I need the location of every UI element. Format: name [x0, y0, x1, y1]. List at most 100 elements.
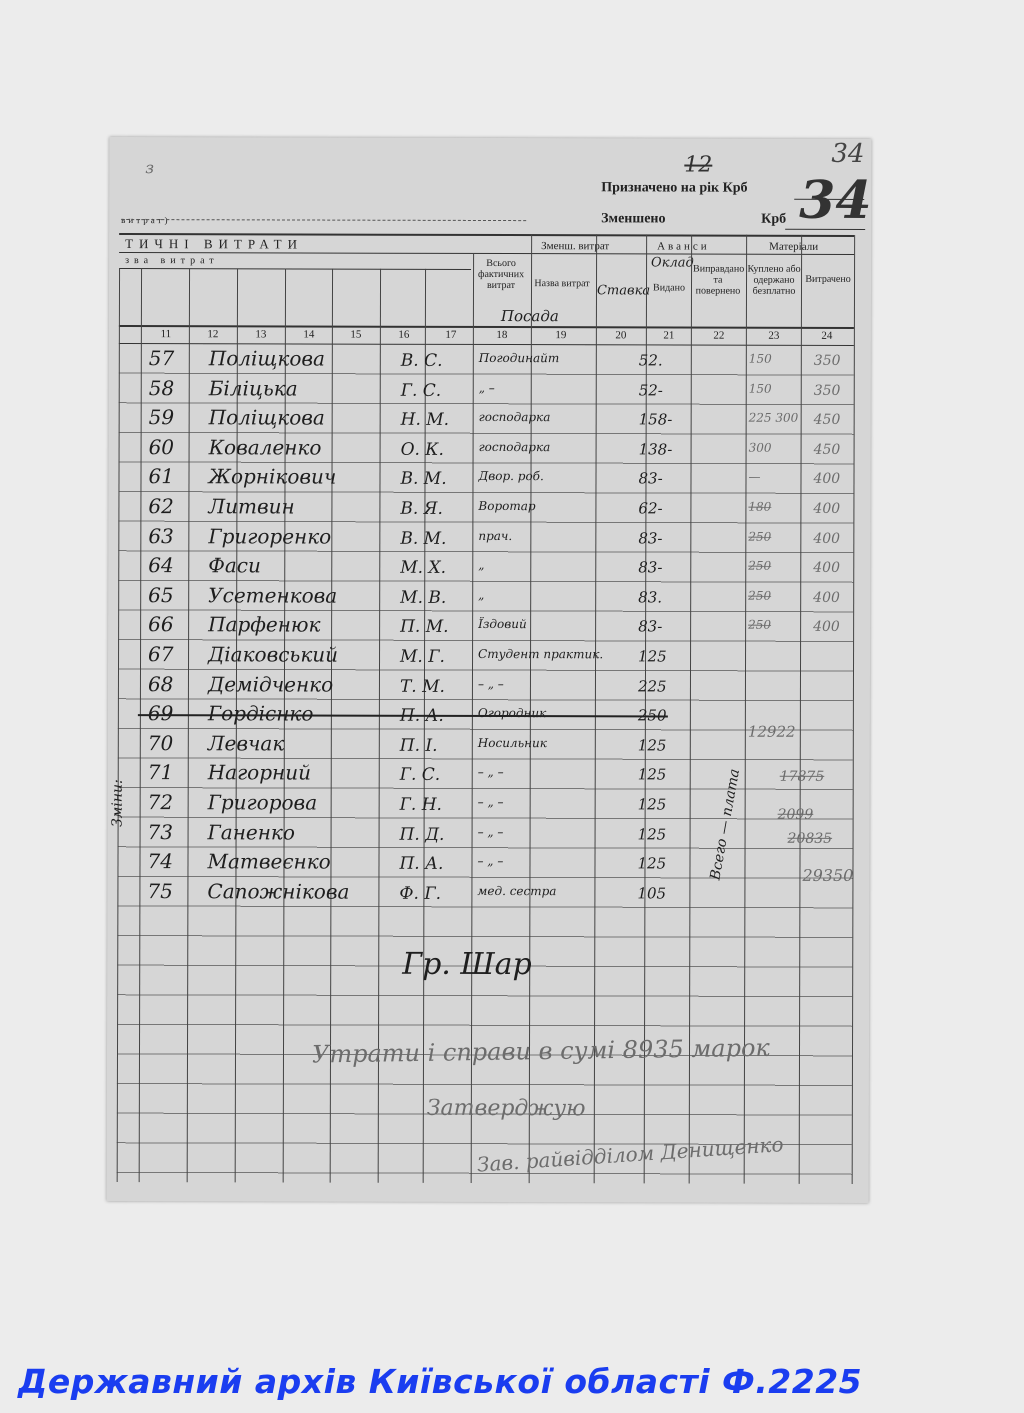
- surname-cell: Ганенко: [207, 819, 295, 845]
- amount-cell: 125: [637, 824, 667, 844]
- surname-cell: Нагорний: [207, 760, 312, 785]
- initials-cell: П. А.: [399, 853, 444, 875]
- materials-spent-cell: 400: [813, 471, 841, 488]
- initials-cell: В. С.: [400, 350, 443, 371]
- surname-cell: Григорова: [207, 790, 318, 815]
- initials-cell: Г. С.: [399, 765, 441, 786]
- row-number: 72: [147, 790, 174, 815]
- initials-cell: М. Х.: [400, 557, 447, 579]
- amount-cell: 125: [637, 736, 667, 755]
- column-number: 21: [663, 329, 675, 342]
- initials-cell: Н. М.: [400, 409, 450, 431]
- surname-cell: Біліцька: [208, 375, 298, 401]
- row-number: 60: [148, 434, 175, 459]
- hand-rate-label: Ставка: [596, 283, 651, 299]
- position-cell: господарка: [478, 410, 551, 425]
- position-cell: Носильник: [477, 735, 547, 750]
- column-number: 23: [768, 329, 780, 342]
- amount-cell: 62-: [638, 499, 663, 518]
- page-number-big: 34: [799, 169, 872, 231]
- materials-spent-cell: 350: [813, 382, 841, 399]
- table-row: 68 Демідченко Т. М. – „ – 225: [108, 671, 870, 702]
- column-number: 12: [207, 328, 219, 341]
- column-numbers: 11 12 13 14 15 16 17 18 19 20 21 22 23 24: [109, 137, 871, 342]
- materials-bought-cell: 180: [748, 499, 772, 514]
- column-number: 18: [496, 329, 508, 342]
- top-left-mark: з: [145, 158, 155, 178]
- table-row: 71 Нагорний Г. С. – „ – 125: [108, 759, 870, 790]
- surname-cell: Поліщкова: [208, 346, 326, 371]
- surname-cell: Фаси: [208, 553, 261, 578]
- amount-cell: 158-: [638, 410, 673, 429]
- materials-bought-cell: 250: [748, 529, 772, 544]
- position-cell: – „ –: [477, 794, 504, 810]
- surname-cell: Матвеєнко: [207, 849, 331, 874]
- position-cell: Їздовий: [478, 617, 527, 632]
- amount-cell: 105: [637, 884, 667, 903]
- amount-cell: 83.: [638, 588, 663, 607]
- initials-cell: В. М.: [400, 469, 447, 490]
- amount-cell: 125: [637, 854, 667, 873]
- bottom-note-line2: Затверджую: [426, 1095, 586, 1122]
- surname-cell: Коваленко: [208, 435, 322, 460]
- row-number: 58: [148, 375, 175, 400]
- page-number-small: 34: [831, 138, 865, 169]
- column-number: 24: [821, 329, 833, 342]
- column-number: 11: [160, 328, 172, 341]
- row-number: 65: [148, 582, 174, 607]
- col-bought-header: Куплено або одержано безплатно: [747, 263, 801, 297]
- surname-cell: Діаковський: [208, 642, 339, 667]
- position-cell: – „ –: [477, 765, 504, 780]
- column-number: 17: [445, 328, 457, 341]
- section-title: ТИЧНІ ВИТРАТИ: [125, 236, 304, 252]
- materials-bought-cell: 300: [748, 440, 772, 455]
- column-number: 14: [303, 328, 315, 341]
- materials-bought-cell: 225 300: [748, 410, 799, 425]
- group-materials: Матеріали: [769, 240, 819, 253]
- sum-note-5: 29350: [802, 865, 854, 885]
- initials-cell: М. Г.: [400, 646, 445, 667]
- initials-cell: Г. Н.: [399, 794, 442, 815]
- position-cell: „: [478, 558, 485, 573]
- sum-note-3: 2099: [777, 806, 814, 823]
- position-cell: Погодинайт: [478, 350, 560, 366]
- col-total-header: Всього фактичних витрат: [477, 257, 525, 292]
- table-row: 64 Фаси М. Х. „ 83- 250 400: [108, 552, 870, 583]
- row-number: 71: [147, 760, 174, 785]
- surname-cell: Литвин: [208, 494, 295, 519]
- surname-cell: Григоренко: [208, 523, 332, 549]
- subsection-title: зва витрат: [125, 255, 219, 267]
- column-number: 19: [555, 329, 567, 342]
- amount-cell: 83-: [638, 617, 663, 636]
- row-number: 73: [147, 819, 174, 844]
- initials-cell: П. М.: [400, 617, 449, 638]
- materials-spent-cell: 400: [813, 589, 840, 606]
- reduced-label: Зменшено: [601, 211, 666, 227]
- table-row: 63 Григоренко В. М. прач. 83- 250 400: [108, 523, 870, 554]
- amount-cell: 125: [637, 765, 667, 784]
- materials-bought-cell: —: [748, 470, 761, 485]
- col-spent-header: Витрачено: [805, 273, 851, 285]
- position-cell: „: [478, 587, 485, 602]
- table-row: 58 Біліцька Г. С. „ – 52- 150 350: [109, 375, 871, 406]
- amount-cell: 225: [637, 676, 667, 696]
- materials-spent-cell: 350: [813, 352, 841, 369]
- signature: Гр. Шар: [402, 946, 532, 983]
- row-number: 70: [147, 730, 174, 755]
- row-number: 62: [148, 494, 174, 519]
- row-number: 59: [148, 405, 175, 430]
- materials-spent-cell: 400: [813, 530, 841, 547]
- materials-spent-cell: 450: [813, 412, 841, 429]
- surname-cell: Поліщкова: [208, 405, 325, 430]
- table-row: 74 Матвеєнко П. А. – „ – 125: [107, 848, 869, 879]
- table-row: 65 Усетенкова М. В. „ 83. 250 400: [108, 582, 870, 613]
- row-number: 63: [148, 523, 174, 548]
- table-row: 72 Григорова Г. Н. – „ – 125: [108, 789, 870, 820]
- table-row: 59 Поліщкова Н. М. господарка 158- 225 300 450: [109, 404, 871, 435]
- document-sheet: з 12 34 34 Призначено на рік Крб Зменшен…: [106, 137, 872, 1203]
- col-expense-name-header: Назва витрат: [534, 278, 590, 290]
- amount-cell: 138-: [638, 440, 673, 459]
- column-number: 16: [398, 328, 410, 341]
- materials-spent-cell: 400: [813, 560, 841, 577]
- position-cell: Студент практик.: [478, 646, 604, 662]
